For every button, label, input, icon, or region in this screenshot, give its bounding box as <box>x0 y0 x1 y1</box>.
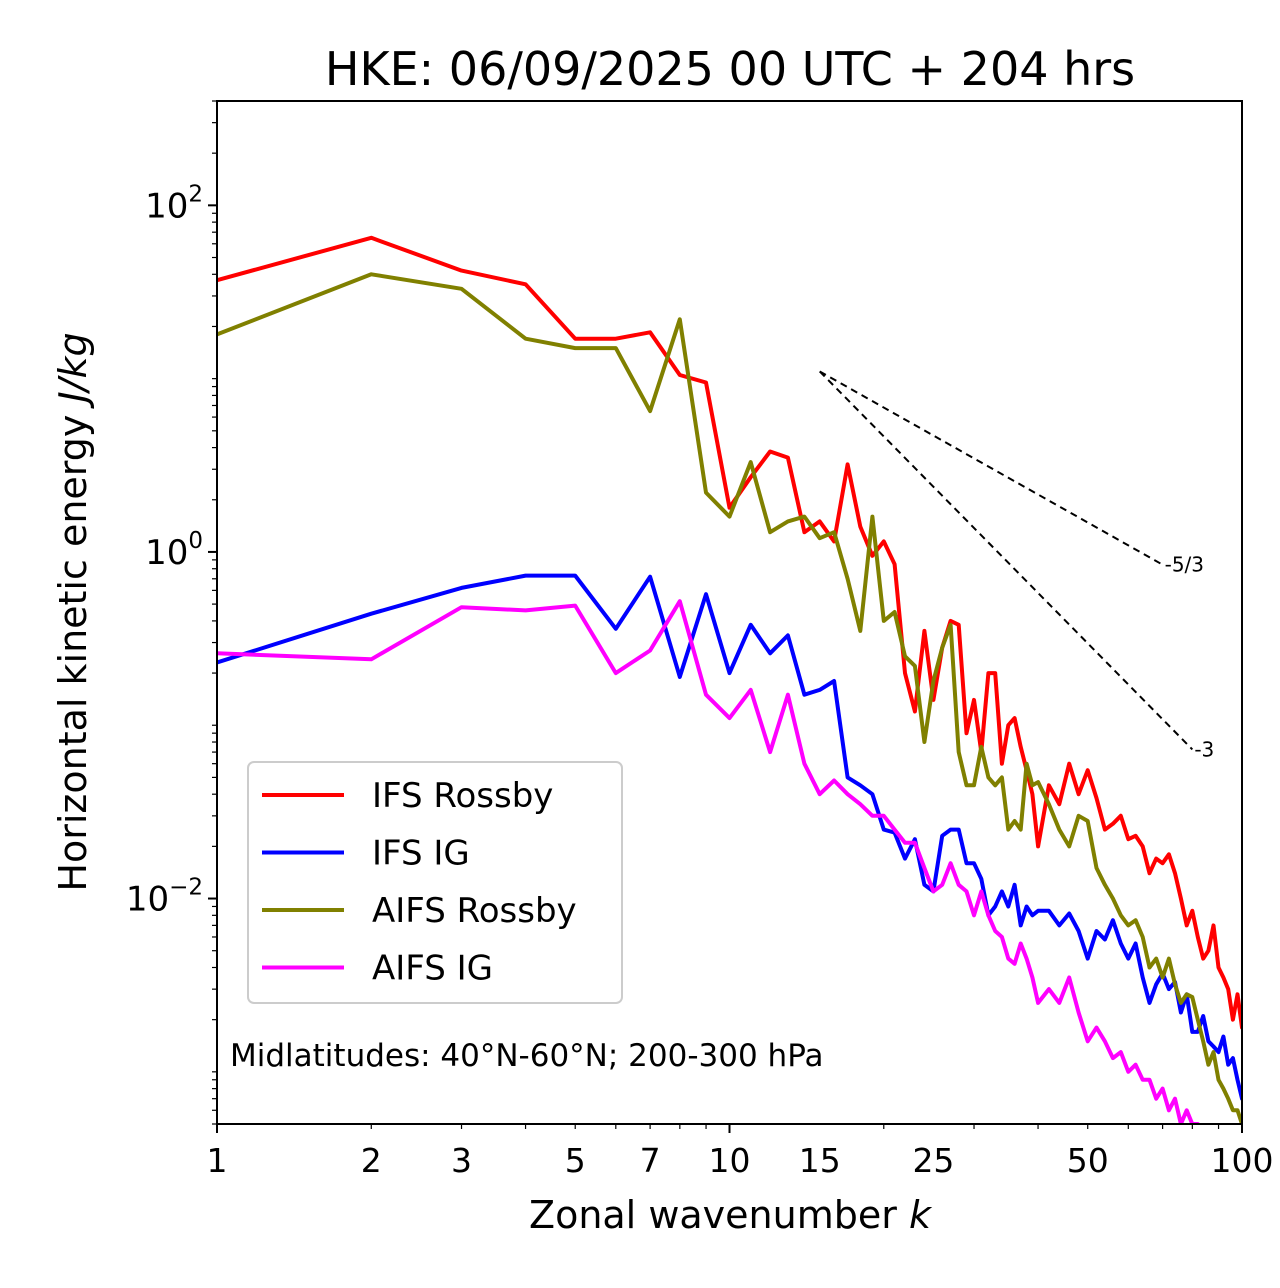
y-tick-label: 102 <box>145 181 203 226</box>
legend-label-aifs-ig: AIFS IG <box>372 949 493 989</box>
legend-box <box>247 761 623 1004</box>
series-line-aifs-rossby <box>217 272 1242 1124</box>
x-tick-label: 25 <box>912 1141 954 1180</box>
legend: IFS Rossby IFS IG AIFS Rossby AIFS IG <box>247 761 623 1004</box>
x-tick-label: 2 <box>361 1141 382 1180</box>
y-tick-label: 10−2 <box>126 875 203 920</box>
series-line-ifs-ig <box>217 573 1242 1101</box>
x-tick-label: 3 <box>451 1141 472 1180</box>
slope-line-3 <box>819 370 1194 751</box>
x-axis-label-var: k <box>909 1193 933 1237</box>
x-tick-label: 100 <box>1211 1141 1274 1180</box>
y-tick-label: 100 <box>145 528 203 573</box>
slope-label-5-3: -5/3 <box>1165 553 1204 577</box>
x-tick-label: 7 <box>640 1141 661 1180</box>
y-axis-ticks: 102 100 10−2 <box>126 100 217 1125</box>
legend-items: IFS Rossby IFS IG AIFS Rossby AIFS IG <box>262 776 577 989</box>
y-axis-label-text: Horizontal kinetic energy <box>51 415 95 892</box>
region-annotation: Midlatitudes: 40°N-60°N; 200-300 hPa <box>230 1038 824 1074</box>
x-tick-label: 15 <box>799 1141 841 1180</box>
series-layer <box>217 235 1242 1124</box>
x-axis-label: Zonal wavenumber k <box>529 1193 933 1237</box>
x-tick-label: 10 <box>709 1141 751 1180</box>
slope-label-3: -3 <box>1194 737 1214 761</box>
x-tick-label: 1 <box>207 1141 228 1180</box>
legend-label-aifs-rossby: AIFS Rossby <box>372 891 577 931</box>
reference-lines: -5/3 -3 <box>819 370 1214 761</box>
y-axis-label: Horizontal kinetic energy J/kg <box>51 332 95 891</box>
series-line-ifs-rossby <box>217 235 1242 1030</box>
x-axis-label-text: Zonal wavenumber <box>529 1193 897 1237</box>
legend-label-ifs-ig: IFS IG <box>372 834 470 874</box>
series-line-aifs-ig <box>217 599 1200 1124</box>
legend-label-ifs-rossby: IFS Rossby <box>372 776 553 816</box>
y-axis-label-units: J/kg <box>51 332 95 409</box>
x-tick-label: 50 <box>1067 1141 1109 1180</box>
x-axis-ticks: 1 2 3 5 7 10 15 25 50 100 <box>207 1124 1274 1180</box>
slope-line-5-3 <box>819 370 1164 566</box>
chart-title: HKE: 06/09/2025 00 UTC + 204 hrs <box>325 42 1135 96</box>
x-tick-label: 5 <box>565 1141 586 1180</box>
